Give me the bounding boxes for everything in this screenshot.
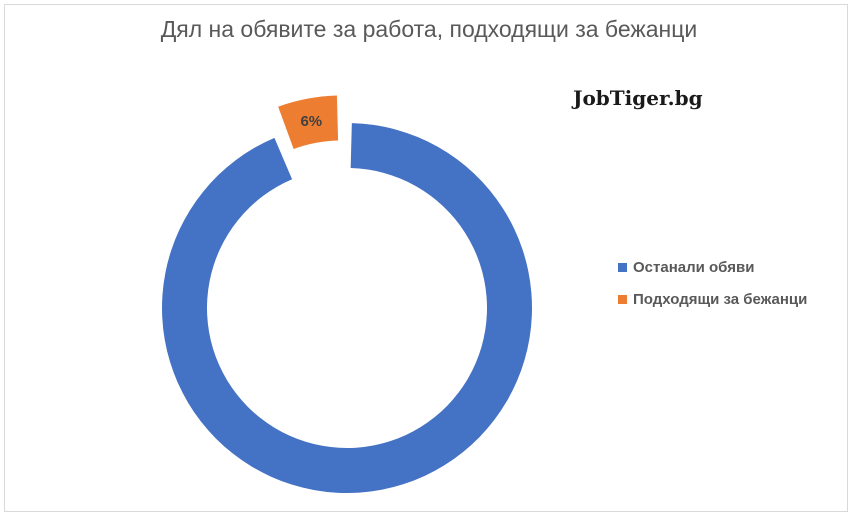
legend-swatch-refugee-suitable bbox=[618, 294, 627, 304]
legend: Останали обяви Подходящи за бежанци bbox=[618, 257, 807, 321]
chart-title: Дял на обявите за работа, подходящи за б… bbox=[160, 16, 698, 42]
slice-remaining-ads bbox=[162, 123, 533, 494]
doughnut-slices bbox=[162, 95, 533, 494]
slice-refugee-suitable bbox=[278, 95, 339, 150]
legend-item-remaining-ads: Останали обяви bbox=[618, 257, 807, 277]
legend-label-refugee-suitable: Подходящи за бежанци bbox=[633, 290, 808, 308]
data-label-refugee-suitable: 6% bbox=[300, 113, 322, 130]
legend-swatch-remaining-ads bbox=[618, 262, 627, 272]
jobtiger-logo: JobTiger.bg bbox=[573, 86, 703, 110]
legend-item-refugee-suitable: Подходящи за бежанци bbox=[618, 289, 807, 309]
legend-label-remaining-ads: Останали обяви bbox=[633, 258, 755, 276]
data-labels: 6% bbox=[300, 113, 322, 130]
